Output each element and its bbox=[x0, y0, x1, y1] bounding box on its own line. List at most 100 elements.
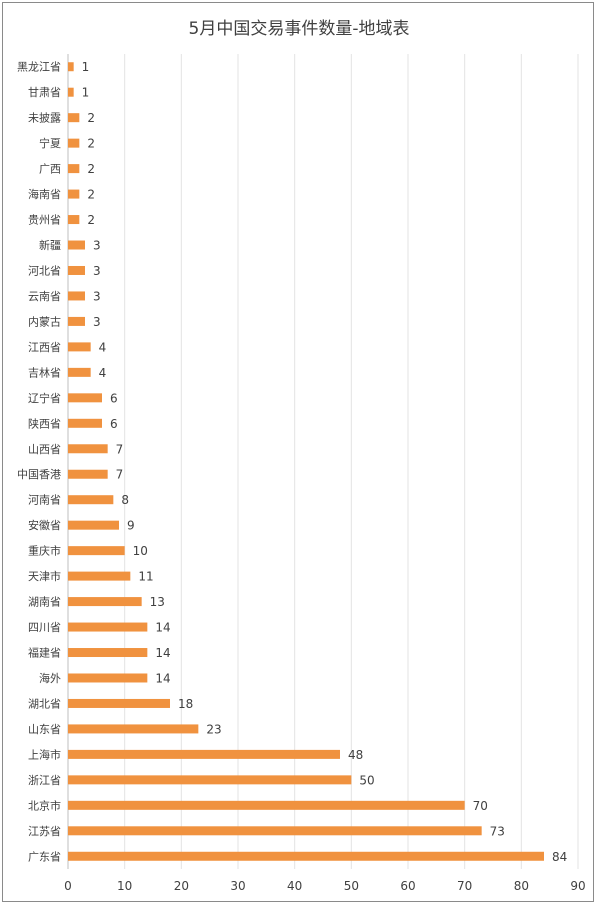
data-label-13: 6 bbox=[110, 391, 118, 405]
category-label-18: 安徽省 bbox=[28, 518, 61, 532]
data-label-23: 14 bbox=[155, 646, 170, 660]
category-label-21: 湖南省 bbox=[28, 596, 61, 609]
category-label-30: 江苏省 bbox=[28, 825, 61, 838]
bar-17 bbox=[68, 495, 114, 505]
data-label-20: 11 bbox=[138, 570, 153, 584]
category-label-7: 新疆 bbox=[39, 238, 61, 252]
x-tick-label-2: 20 bbox=[174, 879, 189, 893]
bar-27 bbox=[68, 749, 340, 759]
bar-23 bbox=[68, 648, 148, 658]
category-label-6: 贵州省 bbox=[28, 214, 61, 227]
data-label-15: 7 bbox=[116, 442, 124, 456]
data-label-18: 9 bbox=[127, 519, 135, 533]
bar-28 bbox=[68, 775, 352, 785]
category-label-4: 广西 bbox=[39, 163, 61, 176]
bar-31 bbox=[68, 851, 544, 861]
data-label-5: 2 bbox=[87, 188, 95, 202]
bar-1 bbox=[68, 87, 74, 97]
data-label-11: 4 bbox=[99, 340, 107, 354]
data-label-10: 3 bbox=[93, 315, 101, 329]
bar-18 bbox=[68, 520, 119, 530]
category-label-8: 河北省 bbox=[28, 264, 61, 277]
bar-6 bbox=[68, 215, 80, 225]
category-label-28: 浙江省 bbox=[28, 774, 61, 787]
data-label-25: 18 bbox=[178, 697, 193, 711]
category-label-12: 吉林省 bbox=[28, 365, 61, 379]
category-label-3: 宁夏 bbox=[39, 136, 61, 150]
x-tick-label-6: 60 bbox=[400, 879, 415, 893]
category-label-22: 四川省 bbox=[28, 621, 61, 634]
bar-14 bbox=[68, 418, 102, 428]
data-label-26: 23 bbox=[206, 722, 221, 736]
data-label-22: 14 bbox=[155, 621, 170, 635]
category-label-31: 广东省 bbox=[28, 850, 61, 863]
category-label-23: 福建省 bbox=[28, 646, 61, 660]
bar-0 bbox=[68, 62, 74, 72]
x-tick-label-5: 50 bbox=[344, 879, 359, 893]
category-label-16: 中国香港 bbox=[17, 468, 61, 481]
x-tick-label-8: 80 bbox=[514, 879, 529, 893]
bar-13 bbox=[68, 393, 102, 403]
data-label-24: 14 bbox=[155, 671, 170, 685]
bar-21 bbox=[68, 597, 142, 607]
bar-29 bbox=[68, 800, 465, 810]
bar-5 bbox=[68, 189, 80, 199]
bar-16 bbox=[68, 469, 108, 479]
x-tick-label-9: 90 bbox=[570, 879, 585, 893]
x-tick-label-4: 40 bbox=[287, 879, 302, 893]
category-label-24: 海外 bbox=[39, 671, 61, 685]
bar-12 bbox=[68, 367, 91, 377]
bar-26 bbox=[68, 724, 199, 734]
bar-9 bbox=[68, 291, 85, 301]
category-label-17: 河南省 bbox=[28, 494, 61, 507]
category-label-20: 天津市 bbox=[28, 569, 61, 583]
category-label-0: 黑龙江省 bbox=[17, 61, 61, 74]
bar-3 bbox=[68, 138, 80, 148]
data-label-31: 84 bbox=[552, 850, 567, 864]
category-label-10: 内蒙古 bbox=[28, 314, 61, 328]
bar-24 bbox=[68, 673, 148, 683]
data-label-4: 2 bbox=[87, 162, 95, 176]
bar-19 bbox=[68, 546, 125, 556]
category-label-11: 江西省 bbox=[28, 341, 61, 354]
data-label-8: 3 bbox=[93, 264, 101, 278]
data-label-30: 73 bbox=[490, 824, 505, 838]
data-label-9: 3 bbox=[93, 289, 101, 303]
x-tick-label-0: 0 bbox=[64, 879, 72, 893]
category-label-5: 海南省 bbox=[28, 187, 61, 201]
data-label-0: 1 bbox=[82, 60, 90, 74]
x-tick-label-7: 70 bbox=[457, 879, 472, 893]
data-label-21: 13 bbox=[150, 595, 165, 609]
data-label-7: 3 bbox=[93, 239, 101, 253]
category-label-13: 辽宁省 bbox=[28, 391, 61, 405]
category-label-1: 甘肃省 bbox=[28, 86, 61, 99]
data-label-6: 2 bbox=[87, 213, 95, 227]
chart-title: 5月中国交易事件数量-地域表 bbox=[188, 19, 410, 39]
category-label-9: 云南省 bbox=[28, 290, 61, 303]
category-label-29: 北京市 bbox=[28, 798, 61, 812]
bar-20 bbox=[68, 571, 131, 581]
data-label-1: 1 bbox=[82, 86, 90, 100]
data-label-29: 70 bbox=[473, 799, 488, 813]
data-label-17: 8 bbox=[121, 493, 129, 507]
bar-8 bbox=[68, 265, 85, 275]
category-label-27: 上海市 bbox=[28, 747, 61, 761]
bar-22 bbox=[68, 622, 148, 632]
category-label-19: 重庆市 bbox=[28, 544, 61, 558]
bar-4 bbox=[68, 164, 80, 174]
data-label-14: 6 bbox=[110, 417, 118, 431]
category-label-25: 湖北省 bbox=[28, 697, 61, 710]
category-label-15: 山西省 bbox=[28, 443, 61, 456]
bar-2 bbox=[68, 113, 80, 123]
bar-30 bbox=[68, 826, 482, 836]
data-label-27: 48 bbox=[348, 748, 363, 762]
x-tick-label-3: 30 bbox=[230, 879, 245, 893]
bar-25 bbox=[68, 698, 170, 708]
data-label-19: 10 bbox=[133, 544, 148, 558]
data-label-3: 2 bbox=[87, 137, 95, 151]
bar-15 bbox=[68, 444, 108, 454]
category-label-26: 山东省 bbox=[28, 723, 61, 736]
category-label-2: 未披露 bbox=[28, 111, 61, 125]
x-tick-label-1: 10 bbox=[117, 879, 132, 893]
